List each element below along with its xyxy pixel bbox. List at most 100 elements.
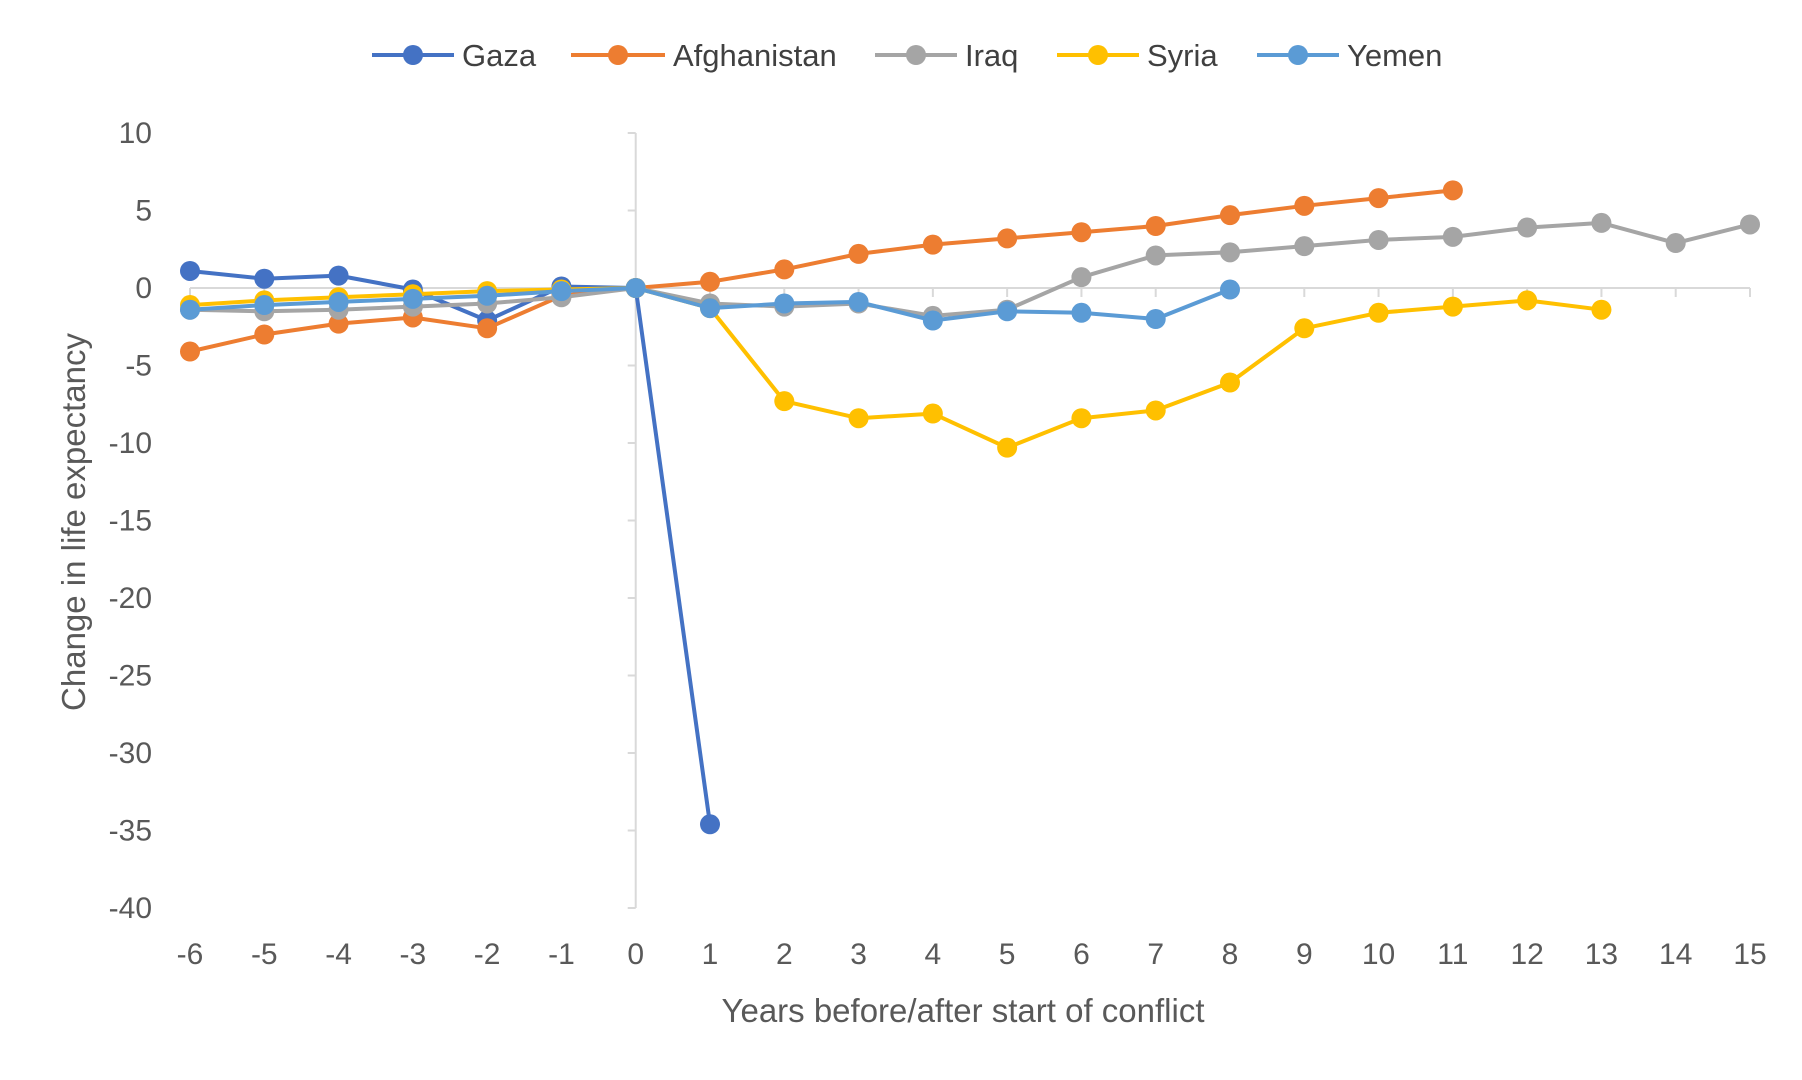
data-point-afghanistan (328, 313, 349, 334)
series-line-iraq (188, 220, 1752, 318)
x-tick-label: -2 (474, 938, 501, 971)
x-axis-title: Years before/after start of conflict (721, 992, 1204, 1029)
y-tick-label: -30 (109, 737, 152, 770)
data-point-yemen (922, 310, 943, 331)
data-point-yemen (774, 293, 795, 314)
legend-label-syria: Syria (1147, 38, 1218, 73)
data-point-yemen (254, 295, 275, 316)
series-syria (180, 278, 1612, 458)
data-point-yemen (477, 285, 498, 306)
data-point-syria (997, 437, 1018, 458)
data-point-syria (848, 408, 869, 429)
data-point-afghanistan (997, 228, 1018, 249)
y-tick-label: -35 (109, 815, 152, 848)
x-tick-label: 1 (702, 938, 719, 971)
data-point-syria (1071, 408, 1092, 429)
data-point-syria (1368, 302, 1389, 323)
data-point-afghanistan (922, 234, 943, 255)
data-point-syria (1294, 318, 1315, 339)
legend-label-gaza: Gaza (462, 38, 537, 73)
legend-label-afghanistan: Afghanistan (673, 38, 837, 73)
x-tick-label: -6 (177, 938, 204, 971)
x-tick-label: -4 (325, 938, 352, 971)
x-tick-label: 6 (1073, 938, 1090, 971)
legend-item-iraq: Iraq (875, 38, 1018, 73)
y-tick-label: 5 (135, 195, 152, 228)
legend-item-syria: Syria (1057, 38, 1218, 73)
data-point-iraq (1368, 229, 1389, 250)
data-point-gaza (180, 260, 200, 281)
legend-marker-syria (1088, 45, 1108, 65)
x-tick-label: 4 (925, 938, 942, 971)
legend-item-afghanistan: Afghanistan (571, 38, 837, 73)
data-point-yemen (1071, 302, 1092, 323)
y-tick-label: -10 (109, 427, 152, 460)
x-tick-label: 14 (1659, 938, 1692, 971)
data-point-iraq (1740, 214, 1760, 235)
legend-label-iraq: Iraq (965, 38, 1018, 73)
series-gaza (180, 260, 720, 835)
data-point-iraq (1220, 242, 1240, 263)
data-point-syria (1145, 400, 1166, 421)
data-point-iraq (1294, 236, 1315, 257)
data-point-yemen (1220, 279, 1240, 300)
data-point-syria (1442, 296, 1463, 317)
legend: Gaza Afghanistan Iraq Syria Yemen (372, 38, 1442, 73)
series-line-afghanistan (188, 188, 1455, 354)
data-point-afghanistan (477, 318, 498, 339)
legend-marker-gaza (403, 45, 423, 65)
y-tick-label: -25 (109, 660, 152, 693)
y-tick-label: 10 (119, 117, 152, 150)
x-tick-label: 5 (999, 938, 1016, 971)
series-layer (180, 180, 1760, 835)
data-point-afghanistan (700, 271, 720, 292)
x-tick-label: 7 (1147, 938, 1164, 971)
y-axis-title: Change in life expectancy (55, 333, 92, 711)
x-tick-label: 15 (1733, 938, 1766, 971)
data-point-afghanistan (1220, 205, 1240, 226)
series-yemen (180, 278, 1240, 331)
y-tick-label: 0 (135, 272, 152, 305)
series-line-gaza (188, 269, 712, 827)
data-point-iraq (1442, 226, 1463, 247)
data-point-yemen (402, 288, 423, 309)
x-tick-label: 0 (627, 938, 644, 971)
data-point-afghanistan (1368, 188, 1389, 209)
data-point-yemen (997, 301, 1018, 322)
series-afghanistan (180, 180, 1463, 362)
data-point-yemen (328, 291, 349, 312)
data-point-afghanistan (254, 324, 275, 345)
x-tick-label: -5 (251, 938, 278, 971)
data-point-afghanistan (1442, 180, 1463, 201)
data-point-syria (1517, 290, 1538, 311)
legend-item-yemen: Yemen (1257, 38, 1442, 73)
x-tick-label: -1 (548, 938, 575, 971)
data-point-yemen (700, 298, 720, 319)
legend-label-yemen: Yemen (1347, 38, 1442, 73)
x-tick-label: 12 (1510, 938, 1543, 971)
data-point-iraq (1665, 233, 1686, 254)
legend-marker-afghanistan (608, 45, 628, 65)
data-point-yemen (1145, 309, 1166, 329)
data-point-yemen (551, 281, 572, 302)
data-point-yemen (180, 299, 200, 320)
series-line-syria (188, 286, 1604, 450)
x-tick-label: 2 (776, 938, 793, 971)
x-tick-label: 9 (1296, 938, 1313, 971)
data-point-afghanistan (774, 259, 795, 280)
y-tick-label: -20 (109, 582, 152, 615)
legend-item-gaza: Gaza (372, 38, 537, 73)
x-tick-label: 13 (1585, 938, 1618, 971)
x-tick-label: 8 (1222, 938, 1239, 971)
data-point-afghanistan (1145, 216, 1166, 236)
data-point-syria (1591, 299, 1612, 320)
y-tick-label: -5 (125, 350, 152, 383)
data-point-afghanistan (180, 341, 200, 362)
data-point-syria (1220, 372, 1240, 393)
data-point-afghanistan (848, 243, 869, 264)
legend-marker-yemen (1288, 45, 1308, 65)
y-tick-label: -40 (109, 892, 152, 925)
x-tick-label: -3 (400, 938, 427, 971)
